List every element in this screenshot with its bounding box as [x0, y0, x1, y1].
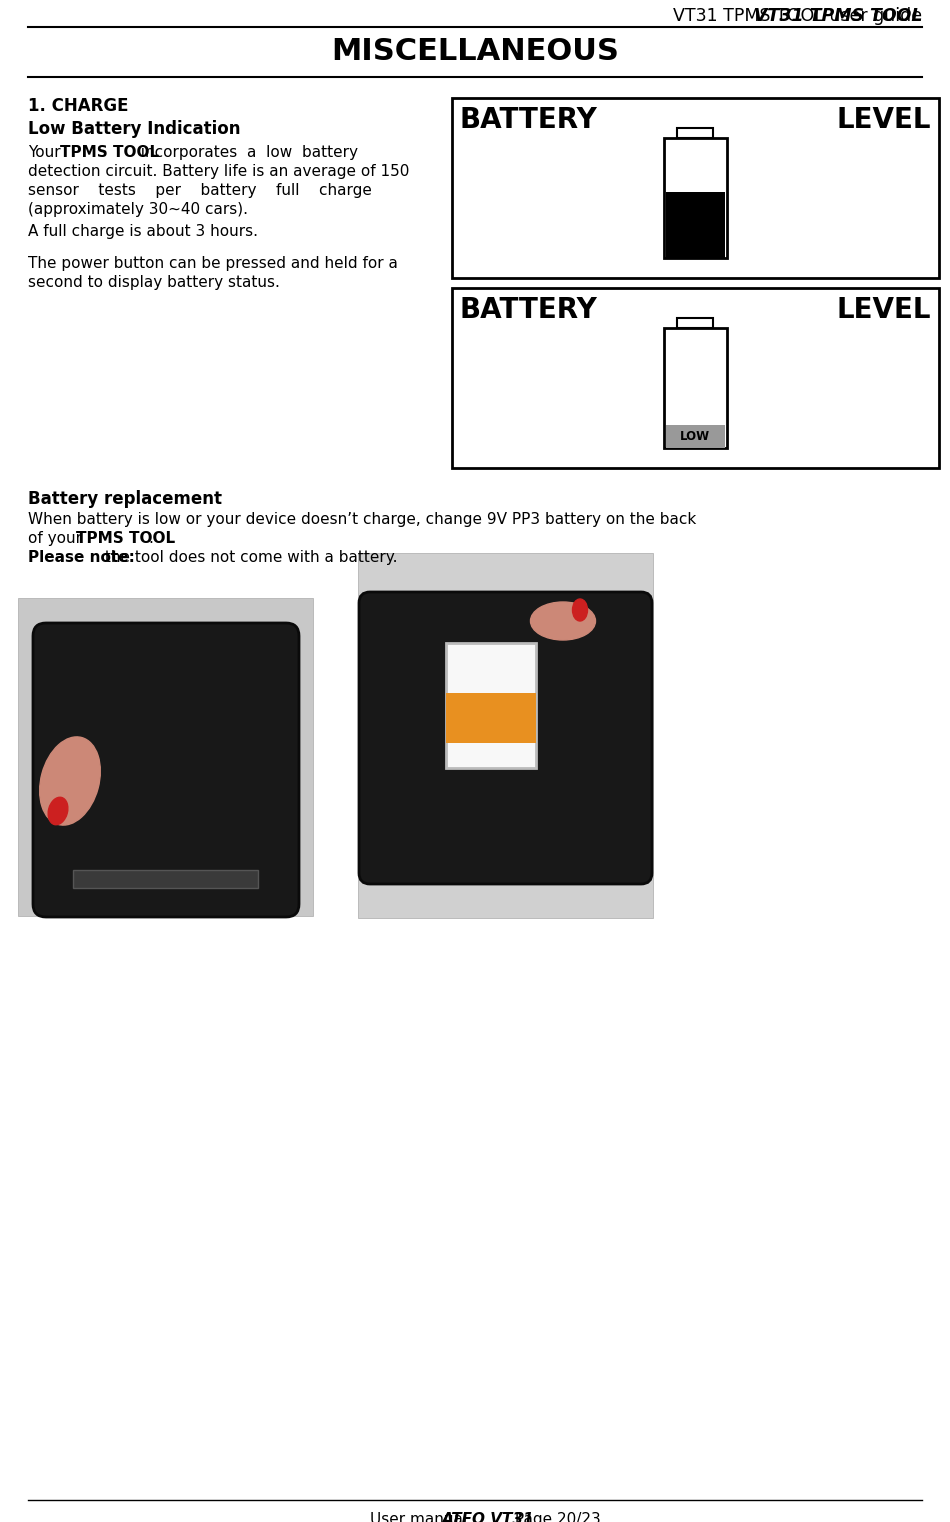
Bar — [677, 128, 713, 139]
Ellipse shape — [573, 600, 587, 621]
Bar — [666, 425, 725, 447]
Ellipse shape — [530, 603, 596, 639]
Text: MISCELLANEOUS: MISCELLANEOUS — [331, 37, 619, 65]
Text: detection circuit. Battery life is an average of 150: detection circuit. Battery life is an av… — [28, 164, 409, 180]
Bar — [18, 598, 313, 916]
Text: VT31 TPMS TOOL user guide: VT31 TPMS TOOL user guide — [673, 8, 922, 24]
FancyBboxPatch shape — [33, 622, 299, 916]
Text: LEVEL: LEVEL — [837, 107, 931, 134]
Text: LEVEL: LEVEL — [837, 295, 931, 324]
Bar — [666, 192, 725, 259]
Text: Your: Your — [28, 145, 70, 160]
Text: BATTERY: BATTERY — [460, 107, 598, 134]
Text: The power button can be pressed and held for a: The power button can be pressed and held… — [28, 256, 398, 271]
FancyBboxPatch shape — [359, 592, 652, 884]
Text: User manual: User manual — [370, 1511, 472, 1522]
Text: Low Battery Indication: Low Battery Indication — [28, 120, 240, 139]
Text: Battery replacement: Battery replacement — [28, 490, 222, 508]
Bar — [446, 642, 536, 769]
Ellipse shape — [40, 737, 101, 825]
Text: A full charge is about 3 hours.: A full charge is about 3 hours. — [28, 224, 258, 239]
Text: ATEQ VT31: ATEQ VT31 — [442, 1511, 535, 1522]
Text: LOW: LOW — [680, 431, 710, 443]
Bar — [664, 139, 727, 259]
Text: VT31 TPMS TOOL: VT31 TPMS TOOL — [753, 8, 922, 24]
Bar — [664, 329, 727, 447]
Text: incorporates  a  low  battery: incorporates a low battery — [131, 145, 358, 160]
Text: .: . — [148, 531, 153, 546]
Bar — [446, 693, 536, 743]
Text: TPMS TOOL: TPMS TOOL — [76, 531, 175, 546]
Bar — [452, 288, 939, 467]
Text: (approximately 30~40 cars).: (approximately 30~40 cars). — [28, 202, 248, 218]
Text: second to display battery status.: second to display battery status. — [28, 275, 280, 291]
Text: Page 20/23: Page 20/23 — [510, 1511, 600, 1522]
Bar — [677, 318, 713, 329]
Text: Please note:: Please note: — [28, 549, 135, 565]
Bar — [452, 97, 939, 279]
Ellipse shape — [48, 798, 67, 825]
Text: BATTERY: BATTERY — [460, 295, 598, 324]
Text: sensor    tests    per    battery    full    charge: sensor tests per battery full charge — [28, 183, 371, 198]
Text: TPMS TOOL: TPMS TOOL — [60, 145, 160, 160]
Bar — [358, 552, 653, 918]
Text: the tool does not come with a battery.: the tool does not come with a battery. — [100, 549, 397, 565]
Text: of your: of your — [28, 531, 86, 546]
Bar — [73, 871, 258, 887]
Text: When battery is low or your device doesn’t charge, change 9V PP3 battery on the : When battery is low or your device doesn… — [28, 511, 696, 527]
Text: 1. CHARGE: 1. CHARGE — [28, 97, 128, 116]
